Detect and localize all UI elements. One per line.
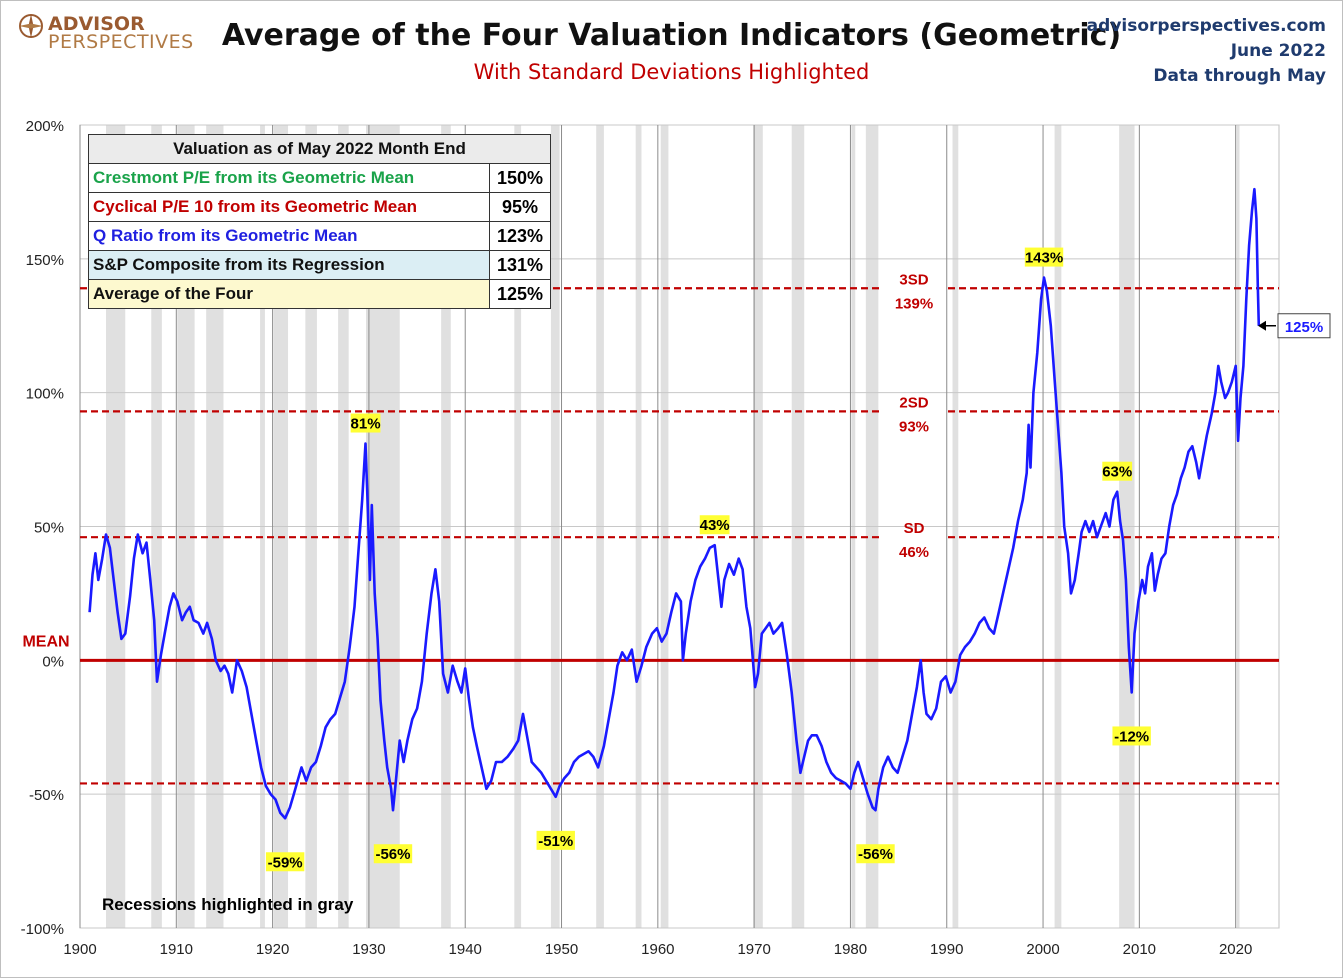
chart-subtitle: With Standard Deviations Highlighted [473,60,870,84]
annotation-highlight [1112,726,1151,746]
annotation-label: 81% [351,416,381,433]
chart-title: Average of the Four Valuation Indicators… [221,18,1122,53]
sd-line-value: 93% [899,418,929,435]
x-tick-label: 1900 [63,941,96,958]
logo-text-line2: PERSPECTIVES [48,31,194,53]
x-tick-label: 2020 [1219,941,1252,958]
valuation-value: 95% [489,192,551,222]
annotation-highlight [373,844,413,864]
annotation-label: -56% [375,846,410,863]
annotation-label: -12% [1114,728,1149,745]
valuation-table: Valuation as of May 2022 Month End Crest… [88,134,551,309]
data-through-note: Data through May [1153,66,1326,86]
valuation-table-row: Cyclical P/E 10 from its Geometric Mean … [88,192,551,222]
y-tick-label: 50% [34,520,64,537]
valuation-label: Cyclical P/E 10 from its Geometric Mean [88,192,490,222]
annotation-highlight [350,413,381,433]
annotation-label: -59% [268,854,303,871]
current-value-label: 125% [1285,319,1323,336]
y-tick-label: 100% [26,386,64,403]
valuation-value: 125% [489,279,551,309]
valuation-table-row: S&P Composite from its Regression 131% [88,250,551,280]
sd-line-name: 3SD [899,271,928,288]
sd-line-name: SD [904,520,925,537]
sd-line-name: 2SD [899,394,928,411]
x-tick-label: 1950 [545,941,578,958]
current-value-arrow-head [1258,320,1266,331]
annotation-highlight [699,515,730,535]
valuation-table-heading: Valuation as of May 2022 Month End [88,134,551,164]
annotation-label: -51% [538,833,573,850]
annotation-highlight [536,830,575,850]
valuation-value: 123% [489,221,551,251]
valuation-label: Q Ratio from its Geometric Mean [88,221,490,251]
y-tick-label: -100% [21,921,64,938]
valuation-label: Crestmont P/E from its Geometric Mean [88,163,490,193]
valuation-value: 150% [489,163,551,193]
valuation-label: S&P Composite from its Regression [88,250,490,280]
annotation-label: -56% [858,846,893,863]
annotation-highlight [856,844,895,864]
valuation-series-line [88,187,1261,820]
sd-line-value: 46% [899,544,929,561]
valuation-table-row: Crestmont P/E from its Geometric Mean 15… [88,163,551,193]
y-tick-label: 150% [26,252,64,269]
annotation-label: 63% [1102,464,1132,481]
valuation-table-header-row: Valuation as of May 2022 Month End [88,134,551,164]
x-tick-label: 2010 [1123,941,1156,958]
annotation-highlight [1024,247,1064,267]
logo-text-line1: ADVISOR [48,13,145,35]
site-url: advisorperspectives.com [1086,16,1326,36]
y-tick-label: 200% [26,118,64,135]
current-value-box [1277,313,1331,339]
x-tick-label: 1960 [641,941,674,958]
valuation-label: Average of the Four [88,279,490,309]
publish-date: June 2022 [1230,41,1326,61]
y-tick-label: 0% [42,653,64,670]
header-info: advisorperspectives.com June 2022 Data t… [1087,14,1326,89]
recession-note: Recessions highlighted in gray [102,895,354,914]
x-tick-label: 1930 [352,941,385,958]
annotation-highlight [1102,461,1133,481]
x-tick-label: 1920 [256,941,289,958]
valuation-table-row: Average of the Four 125% [88,279,551,309]
annotation-highlight [265,852,305,872]
mean-label: MEAN [22,633,69,650]
valuation-value: 131% [489,250,551,280]
compass-icon [19,14,43,38]
x-tick-label: 1940 [449,941,482,958]
x-tick-label: 1990 [930,941,963,958]
valuation-table-row: Q Ratio from its Geometric Mean 123% [88,221,551,251]
annotation-label: 43% [700,517,730,534]
y-tick-label: -50% [29,787,64,804]
annotation-label: 143% [1025,250,1063,267]
sd-line-value: 139% [895,295,933,312]
x-tick-label: 1980 [834,941,867,958]
x-tick-label: 1970 [737,941,770,958]
x-tick-label: 1910 [160,941,193,958]
x-tick-label: 2000 [1026,941,1059,958]
